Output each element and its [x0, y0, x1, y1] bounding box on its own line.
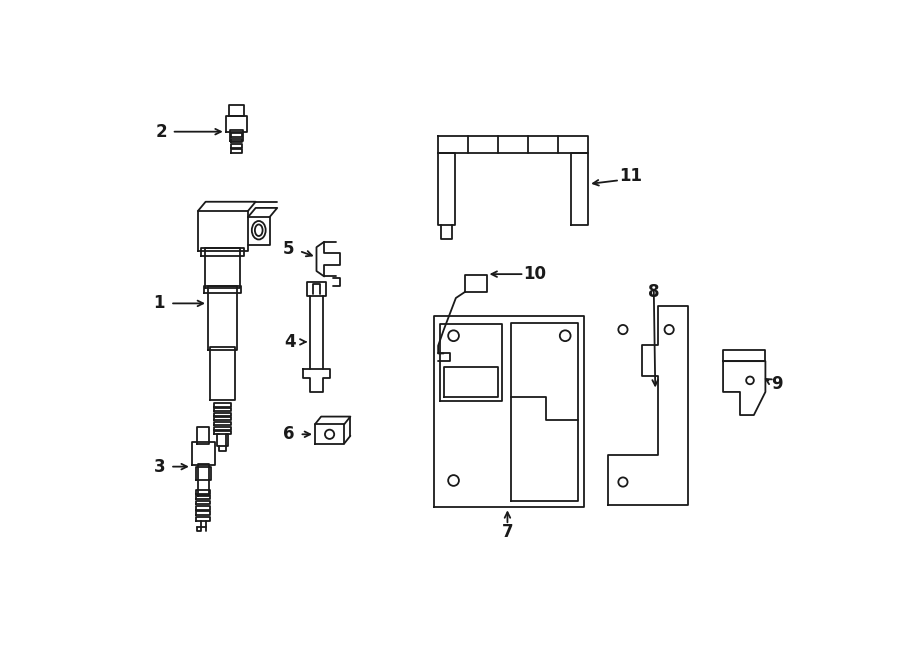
Text: 9: 9 — [771, 375, 783, 393]
Text: 8: 8 — [648, 283, 660, 301]
Text: 10: 10 — [523, 265, 546, 283]
Text: 11: 11 — [619, 167, 643, 185]
Text: 7: 7 — [501, 523, 513, 541]
Text: 6: 6 — [283, 425, 294, 444]
Text: 3: 3 — [154, 457, 166, 476]
Text: 4: 4 — [284, 333, 296, 351]
Text: 2: 2 — [155, 123, 166, 141]
Text: 1: 1 — [154, 294, 166, 313]
Text: 5: 5 — [283, 241, 294, 258]
